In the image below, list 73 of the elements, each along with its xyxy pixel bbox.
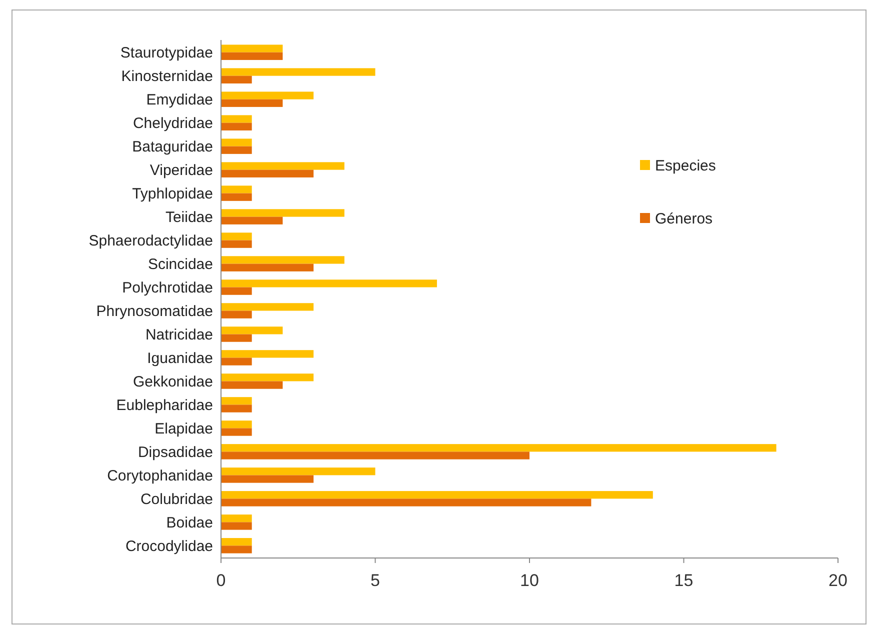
- bar: [221, 310, 252, 318]
- bar: [221, 240, 252, 248]
- bar: [221, 186, 252, 194]
- bar: [221, 76, 252, 84]
- bar: [221, 397, 252, 405]
- bar: [221, 122, 252, 130]
- bar: [221, 162, 344, 170]
- bar: [221, 209, 344, 217]
- y-tick-label: Phrynosomatidae: [96, 302, 213, 320]
- y-tick-label: Emydidae: [146, 92, 213, 109]
- y-tick-label: Bataguridae: [132, 138, 213, 156]
- bar: [221, 538, 252, 546]
- y-tick-label: Teiidae: [165, 209, 213, 226]
- y-tick-label: Corytophanidae: [107, 467, 213, 484]
- x-tick-label: 20: [828, 571, 848, 590]
- bar: [221, 138, 252, 146]
- bar: [221, 374, 314, 382]
- bar: [221, 326, 283, 334]
- y-tick-label: Kinosternidae: [121, 68, 213, 86]
- legend-label: Géneros: [655, 210, 713, 228]
- bar: [221, 475, 314, 483]
- y-tick-label: Scincidae: [148, 256, 213, 274]
- y-tick-label: Gekkonidae: [132, 373, 213, 390]
- bar: [221, 498, 592, 506]
- bar: [221, 44, 283, 52]
- bar: [221, 358, 252, 366]
- bar: [221, 428, 252, 436]
- bar: [221, 115, 252, 123]
- bar: [221, 452, 530, 460]
- bar: [221, 468, 376, 476]
- bar: [221, 404, 252, 412]
- bar: [221, 420, 252, 428]
- bar: [221, 522, 252, 530]
- x-tick-label: 5: [370, 571, 380, 590]
- bar: [221, 92, 314, 100]
- bar: [221, 334, 252, 342]
- bar: [221, 193, 252, 201]
- y-tick-label: Natricidae: [145, 326, 213, 344]
- bar: [221, 546, 252, 554]
- y-tick-label: Polychrotidae: [122, 280, 213, 297]
- bar: [221, 287, 252, 295]
- y-tick-label: Dipsadidae: [138, 444, 213, 461]
- y-tick-label: Colubridae: [140, 490, 213, 508]
- x-tick-label: 0: [216, 571, 226, 590]
- bar: [221, 170, 314, 178]
- legend-label: Especies: [655, 157, 716, 174]
- bar: [221, 52, 283, 60]
- bar: [221, 514, 252, 522]
- y-tick-label: Crocodylidae: [125, 538, 213, 555]
- bar: [221, 216, 283, 224]
- x-tick-label: 10: [520, 571, 539, 590]
- y-tick-label: Elapidae: [154, 420, 213, 438]
- bar: [221, 381, 283, 389]
- bar: [221, 99, 283, 107]
- y-tick-label: Chelydridae: [132, 115, 213, 132]
- bar: [221, 280, 437, 288]
- x-tick-label: 15: [674, 571, 694, 590]
- bar: [221, 68, 376, 76]
- y-tick-label: Sphaerodactylidae: [88, 232, 213, 250]
- y-tick-label: Typhlopidae: [132, 186, 213, 203]
- y-tick-label: Eublepharidae: [116, 396, 213, 414]
- bar: [221, 444, 776, 452]
- bar: [221, 146, 252, 154]
- y-tick-label: Boidae: [166, 514, 213, 532]
- y-tick-label: Viperidae: [150, 162, 213, 180]
- bar: [221, 303, 314, 311]
- bar: [221, 232, 252, 240]
- bar: [221, 264, 314, 272]
- bar: [221, 350, 314, 358]
- y-tick-label: Iguanidae: [147, 350, 213, 367]
- bar: [221, 491, 653, 499]
- bar: [221, 256, 344, 264]
- y-tick-label: Staurotypidae: [120, 44, 213, 62]
